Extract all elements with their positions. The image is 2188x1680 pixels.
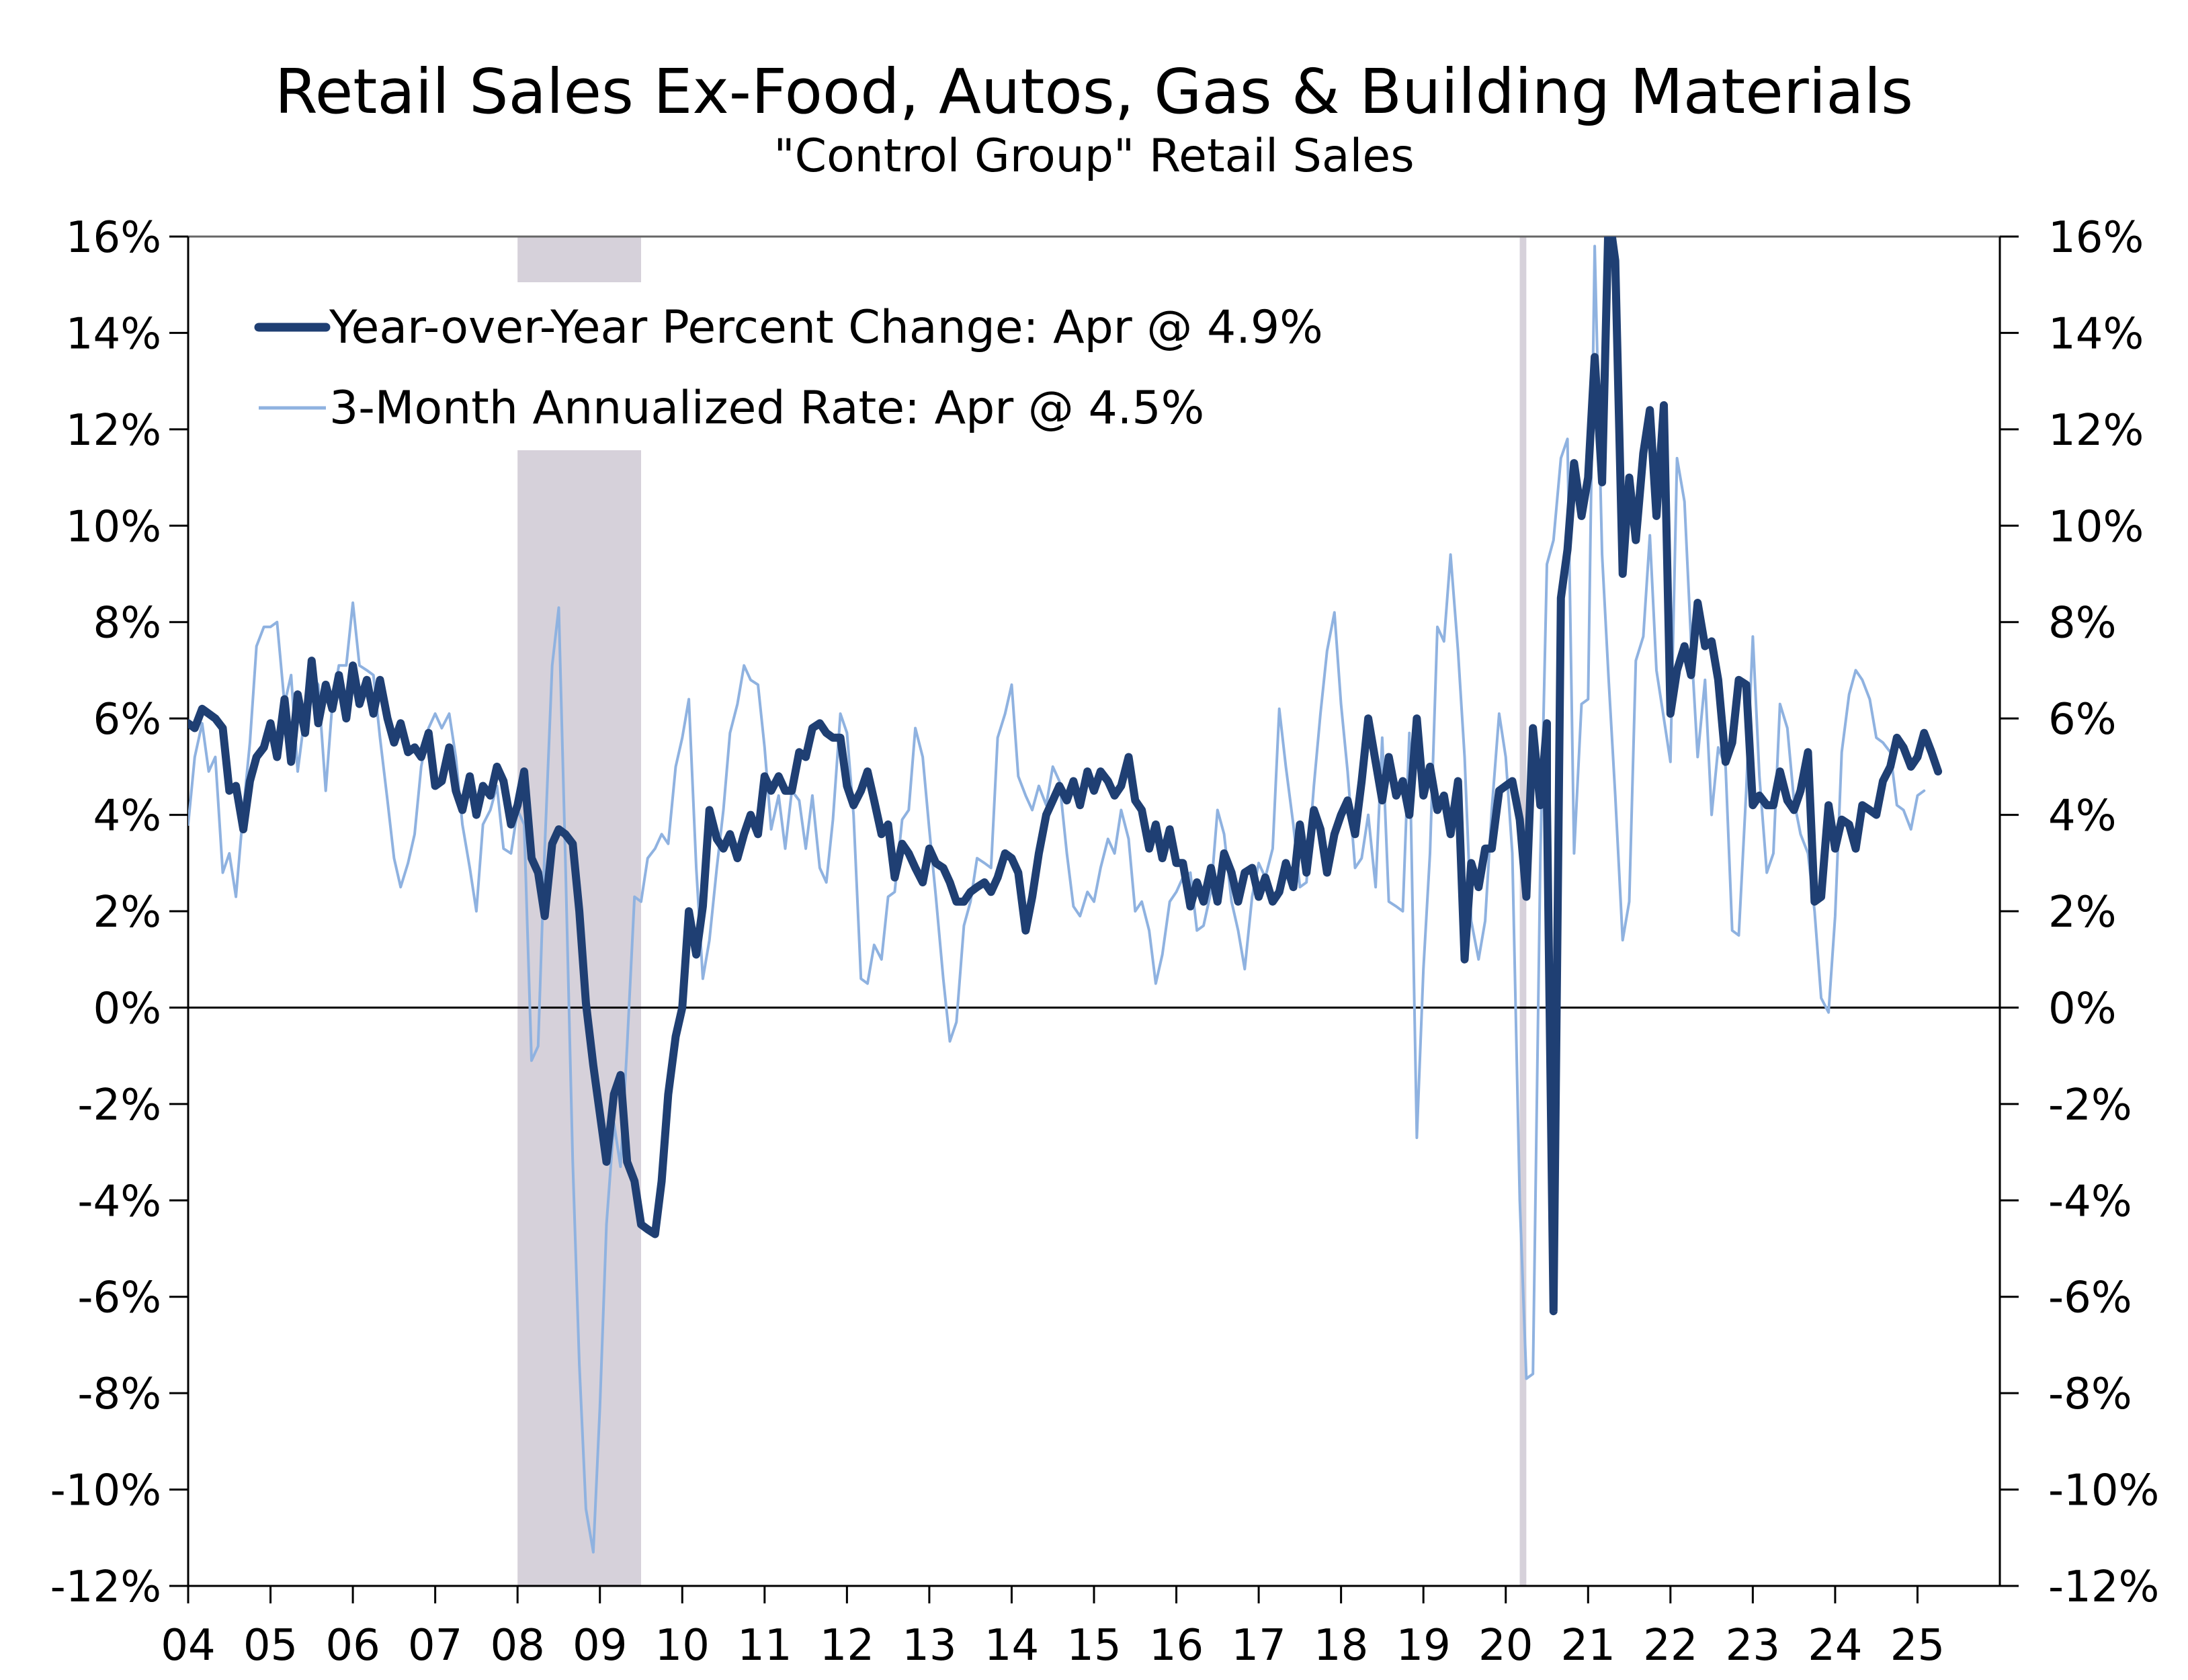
- y-tick-label-left: 12%: [66, 406, 161, 456]
- x-tick-label: 19: [1396, 1621, 1450, 1671]
- x-tick-label: 11: [737, 1621, 792, 1671]
- y-tick-label-right: 0%: [2048, 984, 2117, 1034]
- y-tick-label-left: 16%: [66, 213, 161, 263]
- y-tick-label-right: 14%: [2048, 309, 2144, 359]
- x-tick-label: 06: [325, 1621, 380, 1671]
- series-line-3m-annualized: [188, 245, 1926, 1554]
- axes: 16% 16% 14% 14% 12% 12% 10% 10% 8% 8% 6% 6% 4% 4% 2% 2%…: [50, 213, 2160, 1671]
- x-tick-label: 05: [243, 1621, 298, 1671]
- legend: Year-over-Year Percent Change: Apr @ 4.9…: [254, 301, 1323, 435]
- x-tick-label: 13: [902, 1621, 956, 1671]
- x-tick-label: 20: [1478, 1621, 1533, 1671]
- y-tick-label-left: 4%: [93, 792, 161, 841]
- x-tick-label: 07: [408, 1621, 462, 1671]
- x-tick-label: 08: [490, 1621, 544, 1671]
- y-tick-label-right: -12%: [2048, 1562, 2159, 1612]
- y-tick-label-right: -6%: [2048, 1273, 2132, 1323]
- y-tick-label-left: -6%: [77, 1273, 161, 1323]
- x-tick-label: 17: [1231, 1621, 1286, 1671]
- x-tick-label: 23: [1726, 1621, 1780, 1671]
- y-tick-label-right: 6%: [2048, 695, 2117, 745]
- y-tick-label-right: -2%: [2048, 1081, 2132, 1130]
- y-tick-label-left: 6%: [93, 695, 161, 745]
- y-tick-label-left: 14%: [66, 309, 161, 359]
- y-tick-label-left: 2%: [93, 888, 161, 937]
- x-tick-label: 12: [820, 1621, 874, 1671]
- x-tick-label: 21: [1561, 1621, 1615, 1671]
- recession-band-1: [1519, 237, 1527, 1586]
- x-tick-label: 25: [1890, 1621, 1945, 1671]
- x-tick-label: 09: [573, 1621, 627, 1671]
- y-tick-label-left: -2%: [77, 1081, 161, 1130]
- y-tick-label-left: -10%: [50, 1466, 161, 1516]
- legend-label-yoy: Year-over-Year Percent Change: Apr @ 4.9…: [329, 301, 1323, 354]
- y-tick-label-right: 12%: [2048, 406, 2144, 456]
- y-tick-label-right: 8%: [2048, 599, 2117, 648]
- legend-label-3m: 3-Month Annualized Rate: Apr @ 4.5%: [329, 382, 1204, 435]
- x-tick-label: 15: [1066, 1621, 1121, 1671]
- x-tick-label: 22: [1643, 1621, 1697, 1671]
- y-tick-label-left: 0%: [93, 984, 161, 1034]
- chart-title: Retail Sales Ex-Food, Autos, Gas & Build…: [274, 56, 1914, 128]
- x-tick-label: 16: [1149, 1621, 1204, 1671]
- y-tick-label-left: -12%: [50, 1562, 161, 1612]
- y-tick-label-right: -4%: [2048, 1177, 2132, 1226]
- y-tick-label-right: -10%: [2048, 1466, 2159, 1516]
- y-tick-label-left: 8%: [93, 599, 161, 648]
- y-tick-label-right: 2%: [2048, 888, 2117, 937]
- y-tick-label-right: 10%: [2048, 502, 2144, 552]
- chart-subtitle: "Control Group" Retail Sales: [773, 130, 1415, 183]
- x-tick-label: 14: [984, 1621, 1039, 1671]
- y-tick-label-right: 4%: [2048, 792, 2117, 841]
- x-tick-label: 24: [1808, 1621, 1862, 1671]
- y-tick-label-left: 10%: [66, 502, 161, 552]
- legend-background: [249, 282, 1472, 450]
- y-tick-label-right: 16%: [2048, 213, 2144, 263]
- x-tick-label: 04: [161, 1621, 215, 1671]
- series-lines: [188, 237, 1943, 1554]
- x-tick-label: 10: [655, 1621, 710, 1671]
- y-tick-label-right: -8%: [2048, 1370, 2132, 1419]
- x-tick-label: 18: [1314, 1621, 1368, 1671]
- y-tick-label-left: -4%: [77, 1177, 161, 1226]
- y-tick-label-left: -8%: [77, 1370, 161, 1419]
- series-line-yoy: [188, 237, 1943, 1316]
